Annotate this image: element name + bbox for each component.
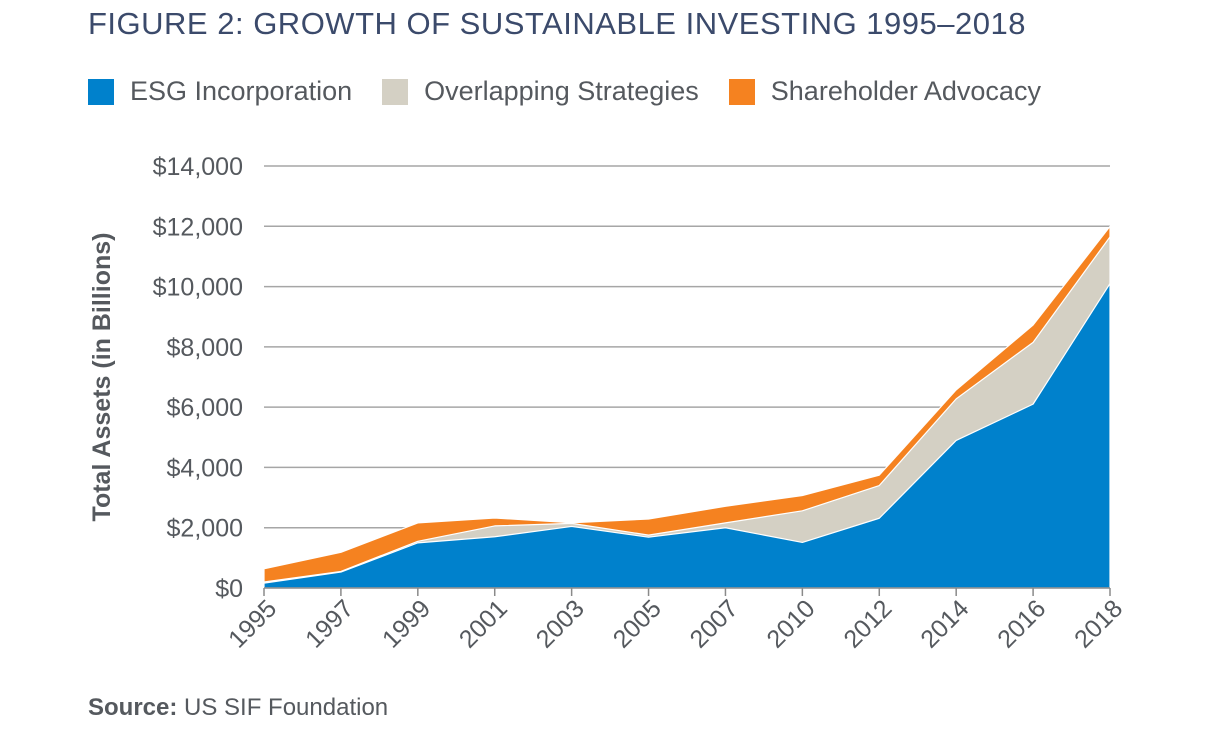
source-note: Source: US SIF Foundation — [88, 694, 388, 722]
legend-swatch-esg — [88, 78, 114, 105]
x-tick-label: 2018 — [1069, 594, 1128, 653]
x-tick-label: 2016 — [992, 594, 1051, 653]
y-tick-label: $0 — [215, 575, 243, 603]
source-text: US SIF Foundation — [184, 694, 389, 721]
x-tick-label: 2005 — [608, 594, 667, 653]
area-esg-incorporation — [263, 282, 1111, 589]
y-tick-label: $14,000 — [153, 153, 243, 181]
chart-title: FIGURE 2: GROWTH OF SUSTAINABLE INVESTIN… — [88, 6, 1026, 41]
legend-label-overlapping: Overlapping Strategies — [424, 76, 699, 106]
chart-legend: ESG Incorporation Overlapping Strategies… — [88, 76, 1071, 107]
x-tick-label: 1997 — [300, 594, 359, 653]
y-tick-label: $6,000 — [167, 394, 243, 422]
legend-swatch-advocacy — [728, 78, 755, 105]
x-tick-label: 2014 — [915, 594, 974, 653]
x-tick-label: 2007 — [685, 594, 744, 653]
legend-item-advocacy: Shareholder Advocacy — [728, 76, 1041, 107]
x-tick-label: 1995 — [223, 594, 282, 653]
y-tick-label: $4,000 — [167, 454, 243, 482]
area-layer — [263, 225, 1111, 589]
x-tick-label: 2001 — [454, 594, 513, 653]
legend-swatch-overlapping — [382, 78, 409, 105]
y-tick-label: $2,000 — [167, 515, 243, 543]
x-tick-label: 2012 — [838, 594, 897, 653]
source-label: Source: — [88, 694, 178, 721]
y-axis-title: Total Assets (in Billions) — [88, 233, 116, 522]
y-tick-label: $12,000 — [153, 213, 243, 241]
y-tick-label: $8,000 — [167, 334, 243, 362]
legend-label-esg: ESG Incorporation — [130, 76, 353, 106]
legend-item-overlapping: Overlapping Strategies — [382, 76, 699, 107]
x-tick-label: 2010 — [761, 594, 820, 653]
x-tick-label: 2003 — [531, 594, 590, 653]
y-tick-label: $10,000 — [153, 274, 243, 302]
legend-label-advocacy: Shareholder Advocacy — [770, 76, 1041, 106]
x-tick-label: 1999 — [377, 594, 436, 653]
legend-item-esg: ESG Incorporation — [88, 76, 352, 107]
